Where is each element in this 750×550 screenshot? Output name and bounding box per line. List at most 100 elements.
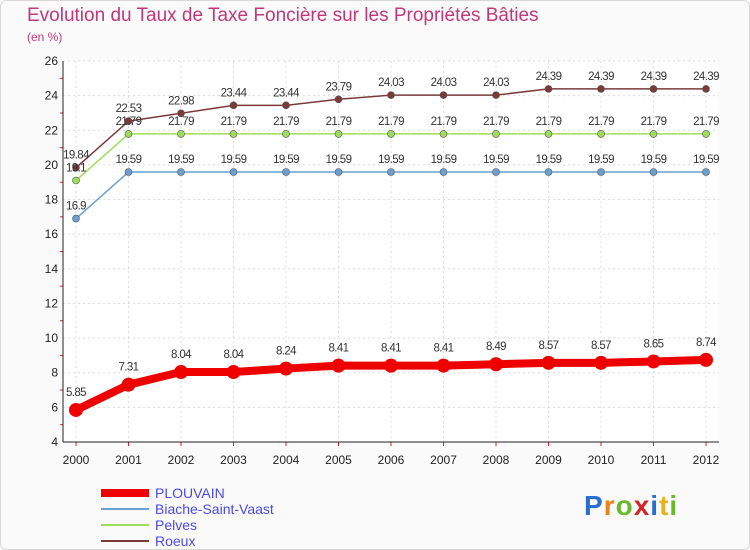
data-label-roeux: 24.03 (483, 77, 509, 89)
data-label-biache-saint-vaast: 19.59 (168, 154, 194, 166)
data-point-pelves (72, 176, 80, 185)
data-point-plouvain (646, 354, 661, 369)
data-label-biache-saint-vaast: 19.59 (273, 154, 299, 166)
x-tick-label: 2009 (535, 453, 562, 467)
y-tick-label: 18 (45, 193, 59, 207)
data-point-biache-saint-vaast (124, 168, 133, 176)
x-tick-label: 2007 (430, 453, 457, 467)
legend-swatch-plouvain (101, 489, 149, 497)
data-point-biache-saint-vaast (229, 168, 238, 176)
logo-letter: r (603, 490, 616, 521)
data-label-roeux: 22.98 (168, 95, 194, 107)
data-point-pelves (597, 130, 605, 138)
data-point-biache-saint-vaast (649, 168, 658, 176)
data-point-pelves (649, 130, 658, 138)
data-point-plouvain (279, 361, 293, 376)
legend-label-biache: Biache-Saint-Vaast (155, 501, 274, 517)
y-tick-label: 16 (45, 227, 59, 241)
data-label-plouvain: 8.41 (381, 343, 401, 355)
data-point-plouvain (121, 377, 136, 392)
data-point-pelves (439, 130, 448, 138)
data-point-plouvain (489, 357, 503, 372)
data-point-biache-saint-vaast (597, 168, 605, 176)
data-point-pelves (282, 130, 290, 138)
data-label-pelves: 21.79 (116, 116, 142, 128)
data-label-roeux: 23.79 (326, 81, 352, 93)
data-point-roeux (124, 117, 133, 125)
data-label-plouvain: 8.74 (696, 337, 717, 349)
data-point-roeux (649, 85, 658, 93)
data-point-plouvain (226, 365, 241, 380)
data-point-pelves (702, 130, 710, 138)
proxiti-logo: Proxiti (584, 490, 678, 522)
data-point-biache-saint-vaast (177, 168, 185, 176)
logo-letter: P (584, 490, 604, 521)
legend-swatch-roeux (101, 540, 149, 542)
data-point-pelves (124, 130, 133, 138)
data-point-roeux (702, 85, 710, 93)
x-tick-label: 2008 (483, 453, 510, 467)
data-label-roeux: 23.44 (221, 87, 248, 99)
data-label-pelves: 21.79 (641, 116, 667, 128)
data-point-roeux (544, 85, 553, 93)
data-label-plouvain: 7.31 (119, 362, 139, 374)
data-point-plouvain (384, 358, 398, 373)
data-point-plouvain (174, 365, 188, 380)
data-point-biache-saint-vaast (72, 214, 80, 223)
data-point-biache-saint-vaast (492, 168, 500, 176)
data-label-biache-saint-vaast: 19.59 (221, 154, 247, 166)
data-label-roeux: 22.53 (116, 103, 142, 115)
data-label-plouvain: 5.85 (66, 387, 86, 399)
data-point-roeux (229, 101, 238, 110)
y-tick-label: 10 (45, 331, 59, 345)
data-label-biache-saint-vaast: 19.59 (378, 154, 404, 166)
legend-swatch-biache (101, 508, 149, 510)
data-label-pelves: 21.79 (221, 116, 247, 128)
data-label-pelves: 21.79 (168, 116, 194, 128)
data-label-pelves: 21.79 (588, 116, 614, 128)
data-label-roeux: 24.03 (431, 77, 457, 89)
y-tick-label: 4 (51, 435, 58, 449)
x-tick-label: 2012 (693, 453, 720, 467)
data-label-pelves: 21.79 (326, 116, 352, 128)
data-label-pelves: 21.79 (693, 116, 719, 128)
data-point-pelves (544, 130, 553, 138)
data-label-plouvain: 8.57 (539, 340, 559, 352)
y-tick-label: 24 (45, 89, 59, 103)
data-label-biache-saint-vaast: 19.59 (588, 154, 614, 166)
data-label-pelves: 21.79 (483, 116, 509, 128)
data-label-roeux: 24.39 (693, 71, 719, 83)
data-point-pelves (229, 130, 238, 138)
unit-label: (en %) (27, 30, 63, 44)
data-label-plouvain: 8.41 (329, 343, 349, 355)
data-point-roeux (597, 85, 605, 93)
data-point-roeux (72, 163, 80, 172)
logo-letter: i (650, 490, 660, 521)
x-tick-label: 2011 (641, 453, 667, 467)
x-tick-label: 2004 (273, 453, 300, 467)
data-label-biache-saint-vaast: 19.59 (536, 154, 562, 166)
data-point-roeux (439, 91, 448, 99)
logo-letter: x (633, 490, 651, 521)
data-label-roeux: 19.84 (63, 150, 90, 162)
data-label-biache-saint-vaast: 19.59 (431, 154, 457, 166)
x-tick-label: 2001 (115, 453, 142, 467)
data-point-pelves (177, 130, 185, 138)
data-label-pelves: 19.1 (66, 162, 86, 174)
data-label-plouvain: 8.04 (171, 349, 192, 361)
x-tick-label: 2005 (325, 453, 352, 467)
logo-letter: i (669, 490, 679, 521)
legend-label-pelves: Pelves (155, 517, 198, 533)
data-label-pelves: 21.79 (431, 116, 457, 128)
data-label-pelves: 21.79 (273, 116, 299, 128)
data-label-plouvain: 8.57 (591, 340, 611, 352)
data-label-roeux: 24.03 (378, 77, 404, 89)
data-label-biache-saint-vaast: 19.59 (693, 154, 719, 166)
legend-label-plouvain: PLOUVAIN (155, 485, 225, 501)
data-label-biache-saint-vaast: 19.59 (483, 154, 509, 166)
legend-swatch-pelves (101, 524, 149, 526)
legend-label-roeux: Roeux (155, 533, 196, 549)
data-label-pelves: 21.79 (536, 116, 562, 128)
data-label-roeux: 24.39 (588, 71, 614, 83)
